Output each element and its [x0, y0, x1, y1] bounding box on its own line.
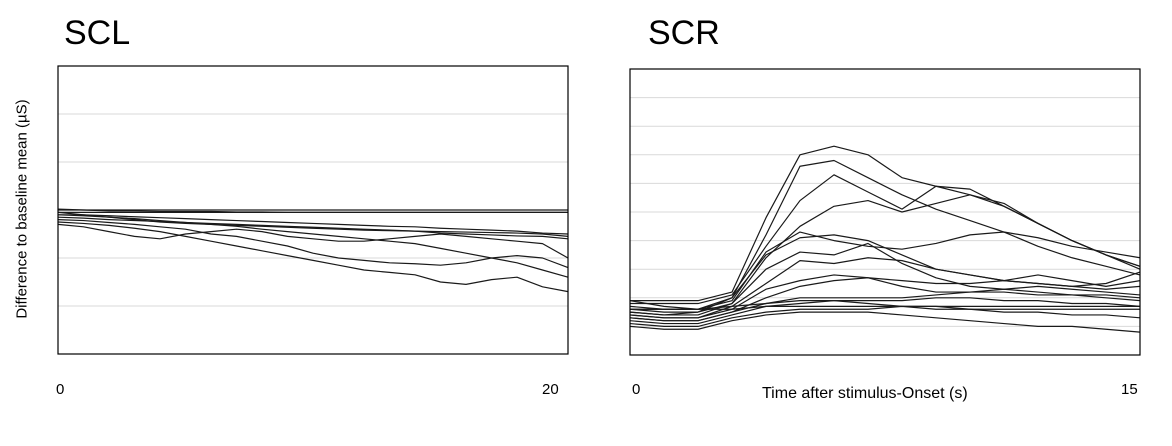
series-line-16 — [629, 300, 1140, 310]
x-tick-label-scr-start: 0 — [632, 381, 641, 398]
series-line-4 — [58, 214, 569, 235]
plot-scl — [57, 65, 569, 355]
plot-scr — [629, 68, 1141, 356]
series-line-9 — [629, 274, 1141, 319]
chart-title-scr: SCR — [648, 14, 720, 52]
x-axis-label: Time after stimulus-Onset (s) — [762, 385, 968, 402]
series-line-8 — [57, 219, 569, 269]
x-tick-label-scl-start: 0 — [56, 381, 65, 398]
series-line-1 — [630, 145, 1141, 302]
series-line-10 — [57, 214, 569, 278]
series-line-12 — [629, 297, 1141, 325]
series-line-6 — [57, 216, 569, 240]
series-line-7 — [57, 223, 569, 259]
x-tick-label-scl-end: 20 — [542, 381, 559, 398]
x-tick-label-scr-end: 15 — [1121, 381, 1138, 398]
plot-frame — [629, 68, 1141, 356]
series-line-9 — [57, 221, 569, 293]
series-line-3 — [630, 174, 1141, 305]
series-line-14 — [629, 311, 1141, 333]
plot-frame — [57, 65, 569, 355]
series-line-8 — [629, 257, 1141, 319]
series-line-11 — [629, 288, 1141, 322]
series-line-15 — [630, 300, 1140, 310]
chart-title-scl: SCL — [64, 14, 131, 52]
series-line-3 — [57, 208, 568, 213]
series-line-13 — [629, 305, 1141, 327]
